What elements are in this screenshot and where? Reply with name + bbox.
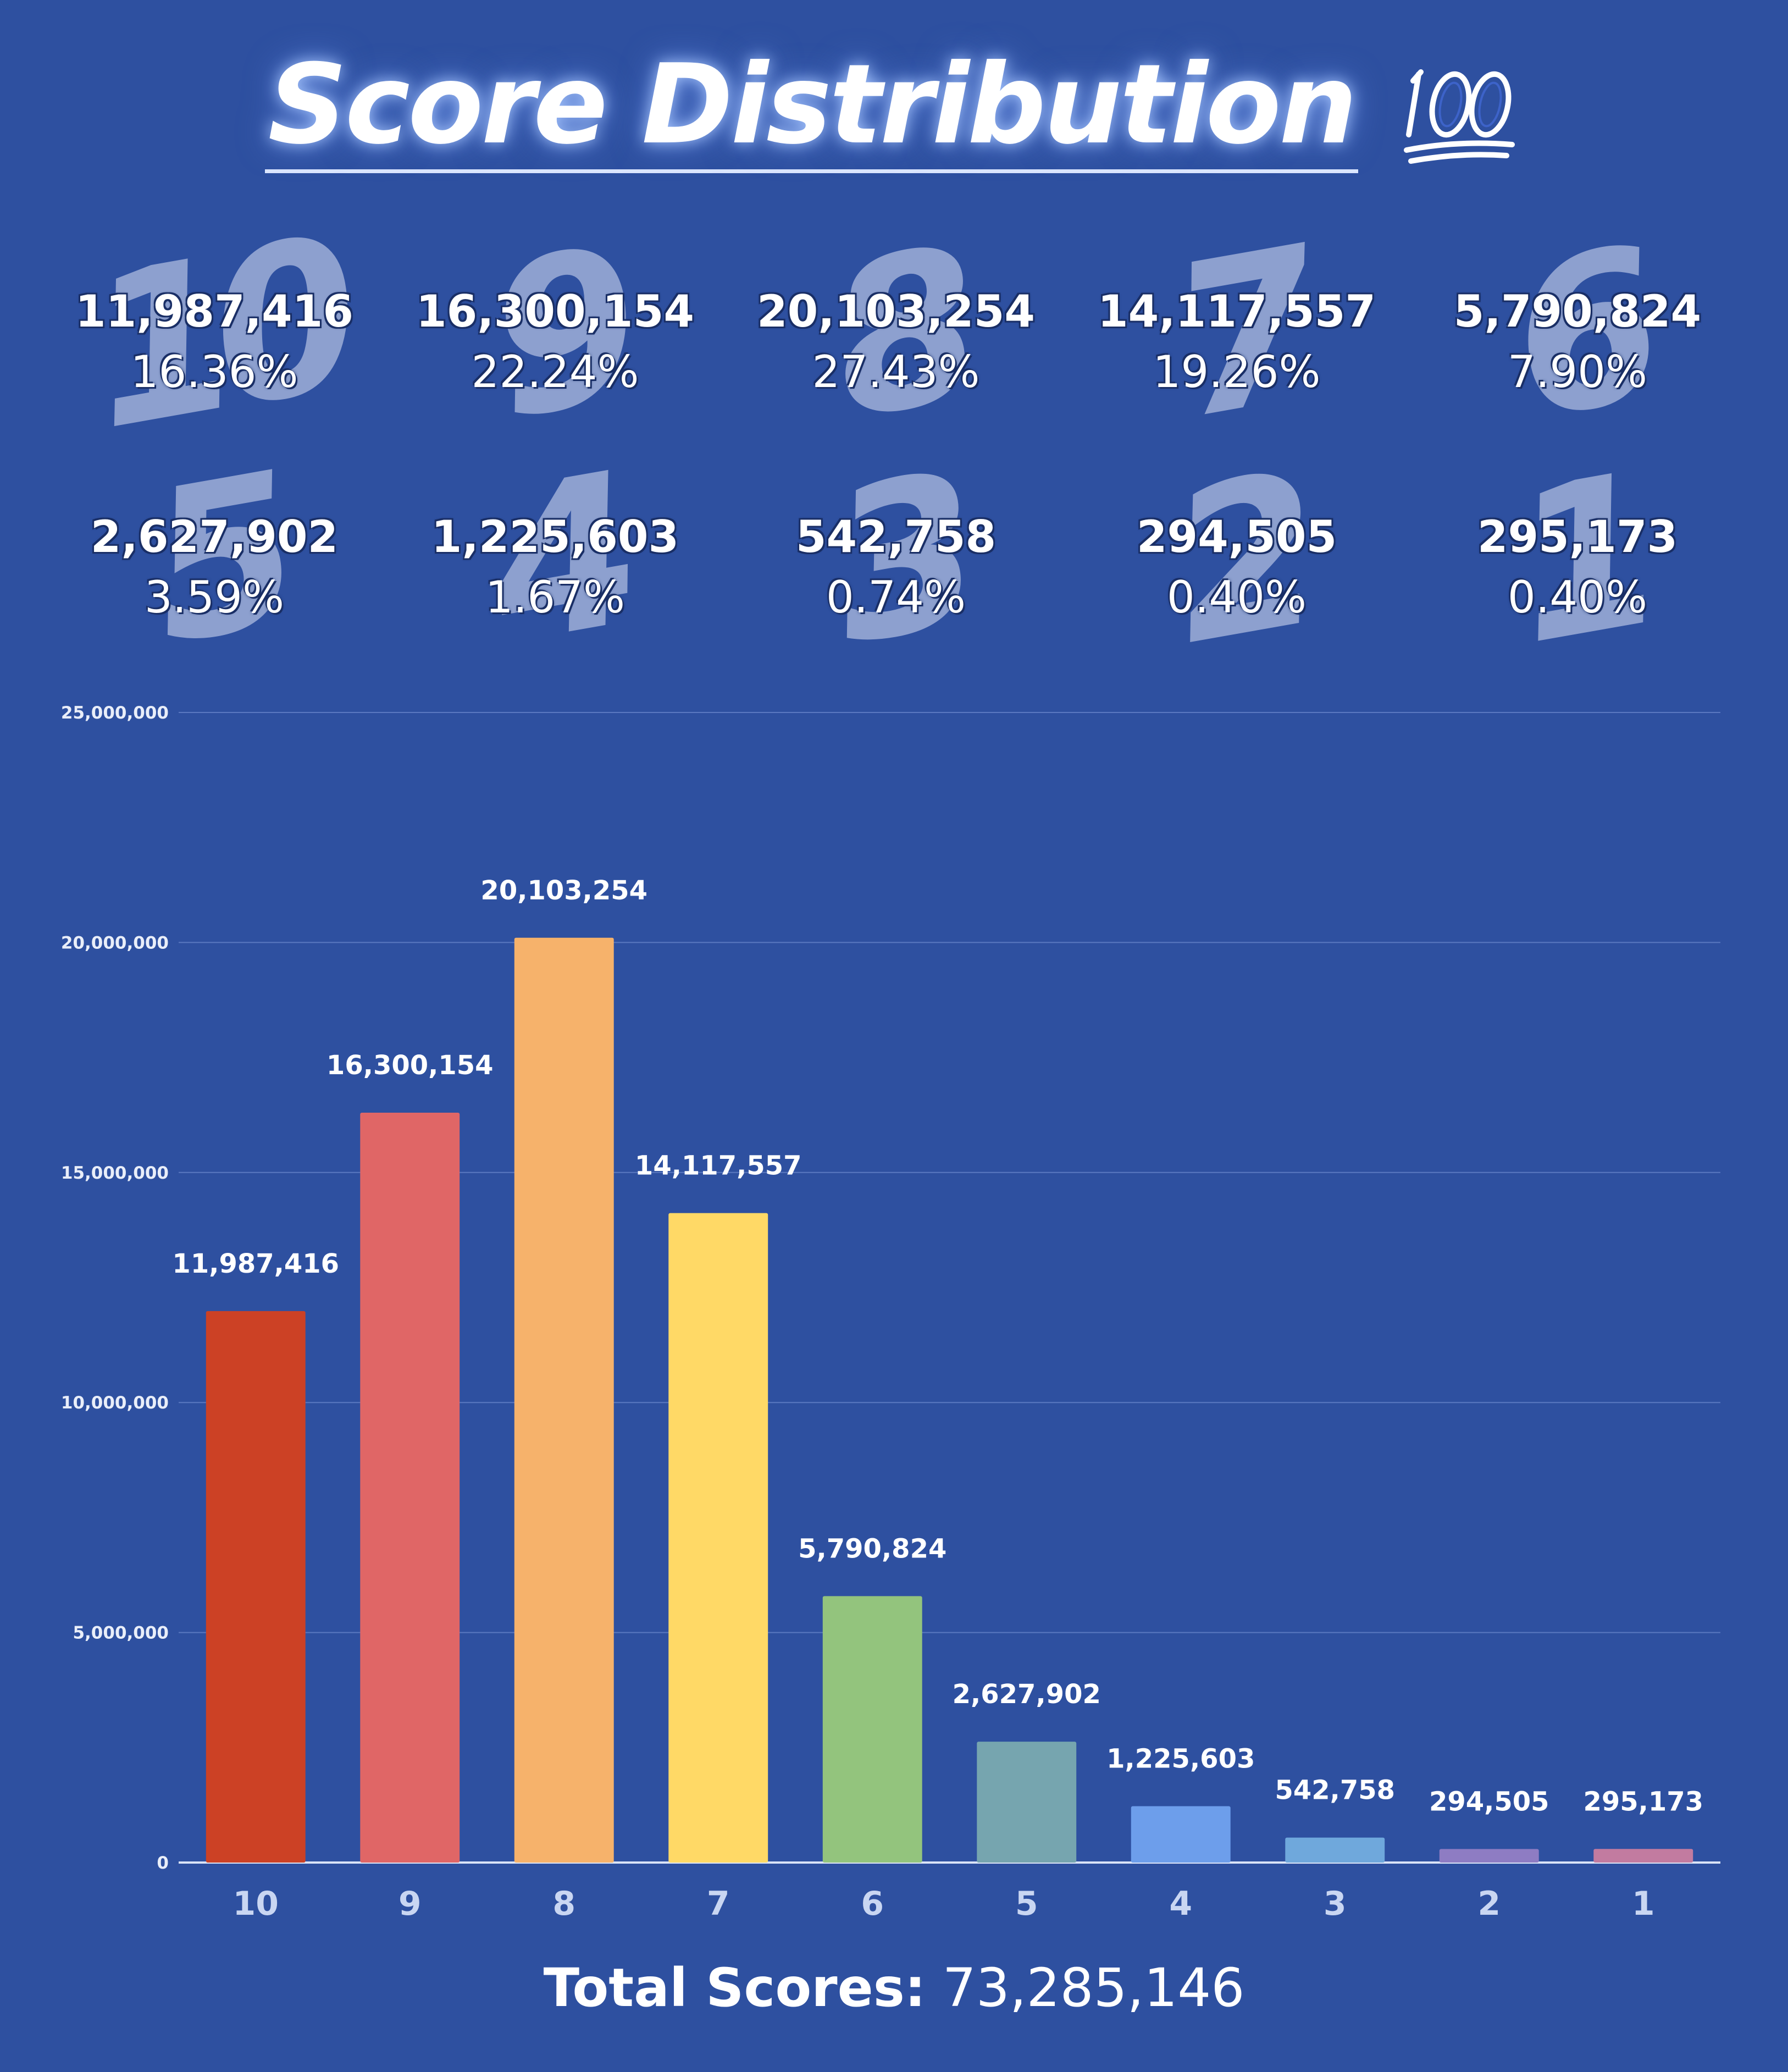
bar-value-labels: 11,987,416 16,300,154 20,103,254 14,117,557… xyxy=(172,875,1703,1817)
bar-score-10 xyxy=(206,1311,306,1863)
bar-score-7 xyxy=(668,1213,768,1863)
y-tick-label: 20,000,000 xyxy=(61,933,169,953)
stat-percent: 3.59% xyxy=(144,572,285,623)
stat-score-9: 9 16,300,154 22.24% xyxy=(385,205,726,466)
x-category-label: 6 xyxy=(861,1885,884,1923)
x-category-label: 9 xyxy=(398,1885,422,1923)
stat-count: 14,117,557 xyxy=(1097,286,1376,337)
bar-value-label: 1,225,603 xyxy=(1106,1743,1255,1774)
bar-value-label: 5,790,824 xyxy=(798,1533,946,1564)
hundred-points-icon xyxy=(1404,69,1515,164)
stat-percent: 0.40% xyxy=(1507,572,1648,623)
bar-chart: 0 5,000,000 10,000,000 15,000,000 20,000,000… xyxy=(61,703,1720,1923)
y-tick-label: 5,000,000 xyxy=(73,1623,169,1643)
stat-score-7: 7 14,117,557 19.26% xyxy=(1066,205,1407,466)
stat-count: 1,225,603 xyxy=(431,511,679,562)
stat-percent: 19.26% xyxy=(1153,346,1321,397)
stat-count: 20,103,254 xyxy=(756,286,1036,337)
stat-percent: 0.40% xyxy=(1166,572,1307,623)
y-tick-label: 25,000,000 xyxy=(61,703,169,723)
stat-percent: 27.43% xyxy=(812,346,980,397)
bar-score-2 xyxy=(1439,1849,1539,1863)
y-axis-ticks: 0 5,000,000 10,000,000 15,000,000 20,000,000… xyxy=(61,703,169,1873)
x-category-label: 10 xyxy=(233,1885,279,1923)
bar-value-label: 294,505 xyxy=(1429,1786,1549,1817)
stat-count: 294,505 xyxy=(1136,511,1337,562)
stat-score-10: 10 11,987,416 16.36% xyxy=(44,194,385,476)
stat-score-5: 5 2,627,902 3.59% xyxy=(44,430,385,691)
stat-count: 295,173 xyxy=(1477,511,1678,562)
x-category-label: 2 xyxy=(1477,1885,1501,1923)
bar-value-label: 295,173 xyxy=(1583,1786,1703,1817)
stat-count: 11,987,416 xyxy=(75,286,354,337)
x-category-label: 1 xyxy=(1632,1885,1655,1923)
y-tick-label: 10,000,000 xyxy=(61,1393,169,1413)
page-title: Score Distribution xyxy=(264,47,1359,173)
total-label: Total Scores: xyxy=(543,1957,926,2019)
stat-score-6: 6 5,790,824 7.90% xyxy=(1407,205,1748,466)
stat-percent: 0.74% xyxy=(826,572,966,623)
x-category-label: 8 xyxy=(552,1885,575,1923)
x-axis-categories: 10 9 8 7 6 5 4 3 2 1 xyxy=(233,1885,1655,1923)
bar-score-3 xyxy=(1285,1837,1385,1863)
stat-percent: 22.24% xyxy=(471,346,639,397)
stat-score-4: 4 1,225,603 1.67% xyxy=(385,430,726,691)
total-scores: Total Scores: 73,285,146 xyxy=(0,1957,1788,2019)
bar-score-9 xyxy=(360,1113,460,1863)
stat-percent: 16.36% xyxy=(130,346,298,397)
bar-score-4 xyxy=(1131,1806,1231,1863)
bar-value-label: 16,300,154 xyxy=(326,1050,494,1081)
stat-percent: 1.67% xyxy=(485,572,625,623)
x-category-label: 4 xyxy=(1169,1885,1192,1923)
x-category-label: 3 xyxy=(1324,1885,1347,1923)
bar-score-6 xyxy=(822,1596,922,1863)
total-value: 73,285,146 xyxy=(942,1957,1245,2019)
bar-value-label: 11,987,416 xyxy=(172,1248,339,1279)
bar-score-5 xyxy=(977,1742,1077,1863)
bar-value-label: 20,103,254 xyxy=(480,875,647,906)
y-tick-label: 0 xyxy=(157,1853,169,1873)
stat-score-3: 3 542,758 0.74% xyxy=(726,430,1066,691)
bar-score-8 xyxy=(514,937,614,1863)
y-tick-label: 15,000,000 xyxy=(61,1163,169,1183)
stat-count: 5,790,824 xyxy=(1453,286,1702,337)
bar-value-label: 542,758 xyxy=(1275,1775,1395,1806)
stat-score-8: 8 20,103,254 27.43% xyxy=(726,205,1066,466)
stat-count: 16,300,154 xyxy=(416,286,695,337)
stat-count: 542,758 xyxy=(795,511,997,562)
score-stats-grid: 10 11,987,416 16.36% 9 16,300,154 22.24% 8 20,1… xyxy=(44,194,1748,691)
bars xyxy=(206,937,1693,1863)
title-area: Score Distribution xyxy=(0,38,1788,181)
bar-score-1 xyxy=(1593,1849,1693,1863)
stat-score-2: 2 294,505 0.40% xyxy=(1066,430,1407,691)
x-category-label: 5 xyxy=(1015,1885,1038,1923)
stat-score-1: 1 295,173 0.40% xyxy=(1407,430,1748,691)
bar-value-label: 2,627,902 xyxy=(953,1679,1101,1710)
stat-percent: 7.90% xyxy=(1507,346,1648,397)
x-category-label: 7 xyxy=(707,1885,730,1923)
bar-value-label: 14,117,557 xyxy=(635,1151,802,1181)
stat-count: 2,627,902 xyxy=(90,511,339,562)
